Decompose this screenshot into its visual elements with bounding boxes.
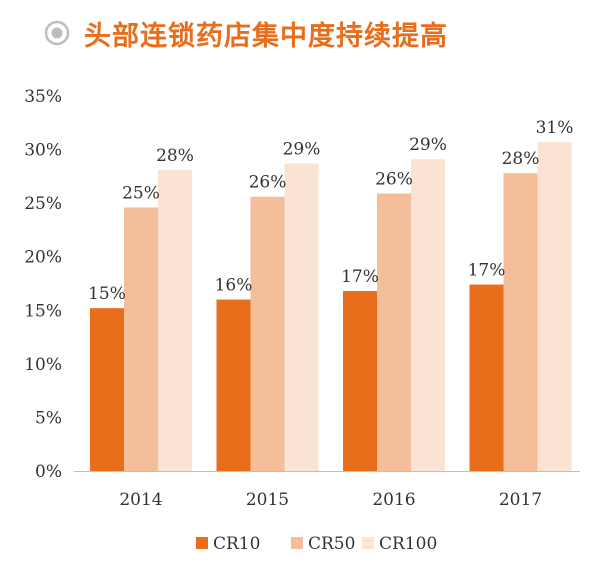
data-label-cr50-2014: 25% — [122, 183, 160, 203]
legend-label-cr50: CR50 — [308, 534, 355, 554]
data-label-cr100-2017: 31% — [536, 118, 574, 138]
x-category-label: 2014 — [119, 490, 162, 510]
bar-cr100-2017 — [537, 142, 572, 472]
y-tick-label: 20% — [24, 248, 62, 268]
bar-cr50-2016 — [377, 193, 411, 471]
bar-cr50-2015 — [250, 196, 285, 471]
bar-cr10-2014 — [90, 308, 124, 471]
legend-label-cr10: CR10 — [213, 534, 260, 554]
bar-cr100-2014 — [158, 169, 192, 471]
y-tick-label: 10% — [24, 355, 62, 375]
data-label-cr50-2017: 28% — [502, 149, 540, 169]
x-category-label: 2017 — [499, 490, 542, 510]
y-tick-label: 15% — [24, 301, 62, 321]
bar-cr100-2016 — [411, 159, 445, 471]
legend: CR10 CR50 CR100 — [196, 534, 437, 554]
page-title: 头部连锁药店集中度持续提高 — [84, 21, 448, 52]
data-label-cr50-2016: 26% — [375, 170, 413, 190]
bar-cr50-2017 — [503, 173, 538, 471]
data-labels: 15% 25% 28% 16% 26% 29% 17% 26% 29% 17% 28% 31% — [88, 118, 573, 304]
y-tick-label: 0% — [35, 462, 62, 482]
radio-button-icon — [44, 20, 70, 46]
data-label-cr10-2016: 17% — [341, 267, 379, 287]
data-label-cr10-2015: 16% — [215, 276, 253, 296]
bar-cr100-2015 — [284, 163, 319, 471]
x-category-label: 2015 — [246, 490, 289, 510]
y-tick-label: 25% — [24, 194, 62, 214]
y-tick-label: 5% — [35, 408, 62, 428]
data-label-cr10-2014: 15% — [88, 284, 126, 304]
legend-swatch-cr10 — [196, 537, 208, 549]
data-label-cr100-2014: 28% — [156, 146, 194, 166]
data-label-cr100-2015: 29% — [283, 140, 321, 160]
data-label-cr100-2016: 29% — [409, 135, 447, 155]
category-labels: 2014 2015 2016 2017 — [119, 490, 542, 510]
y-tick-label: 35% — [24, 87, 62, 107]
legend-label-cr100: CR100 — [379, 534, 437, 554]
data-label-cr10-2017: 17% — [468, 261, 506, 281]
y-tick-label: 30% — [24, 141, 62, 161]
bars — [90, 142, 572, 472]
y-axis-ticks: 0% 5% 10% 15% 20% 25% 30% 35% — [24, 87, 62, 482]
bar-cr10-2015 — [216, 299, 251, 471]
bar-cr50-2014 — [124, 207, 158, 471]
x-category-label: 2016 — [372, 490, 415, 510]
header: 头部连锁药店集中度持续提高 — [0, 0, 600, 70]
bar-cr10-2016 — [343, 291, 377, 471]
data-label-cr50-2015: 26% — [249, 173, 287, 193]
legend-swatch-cr100 — [362, 537, 374, 549]
legend-swatch-cr50 — [291, 537, 303, 549]
bar-cr10-2017 — [469, 284, 504, 471]
